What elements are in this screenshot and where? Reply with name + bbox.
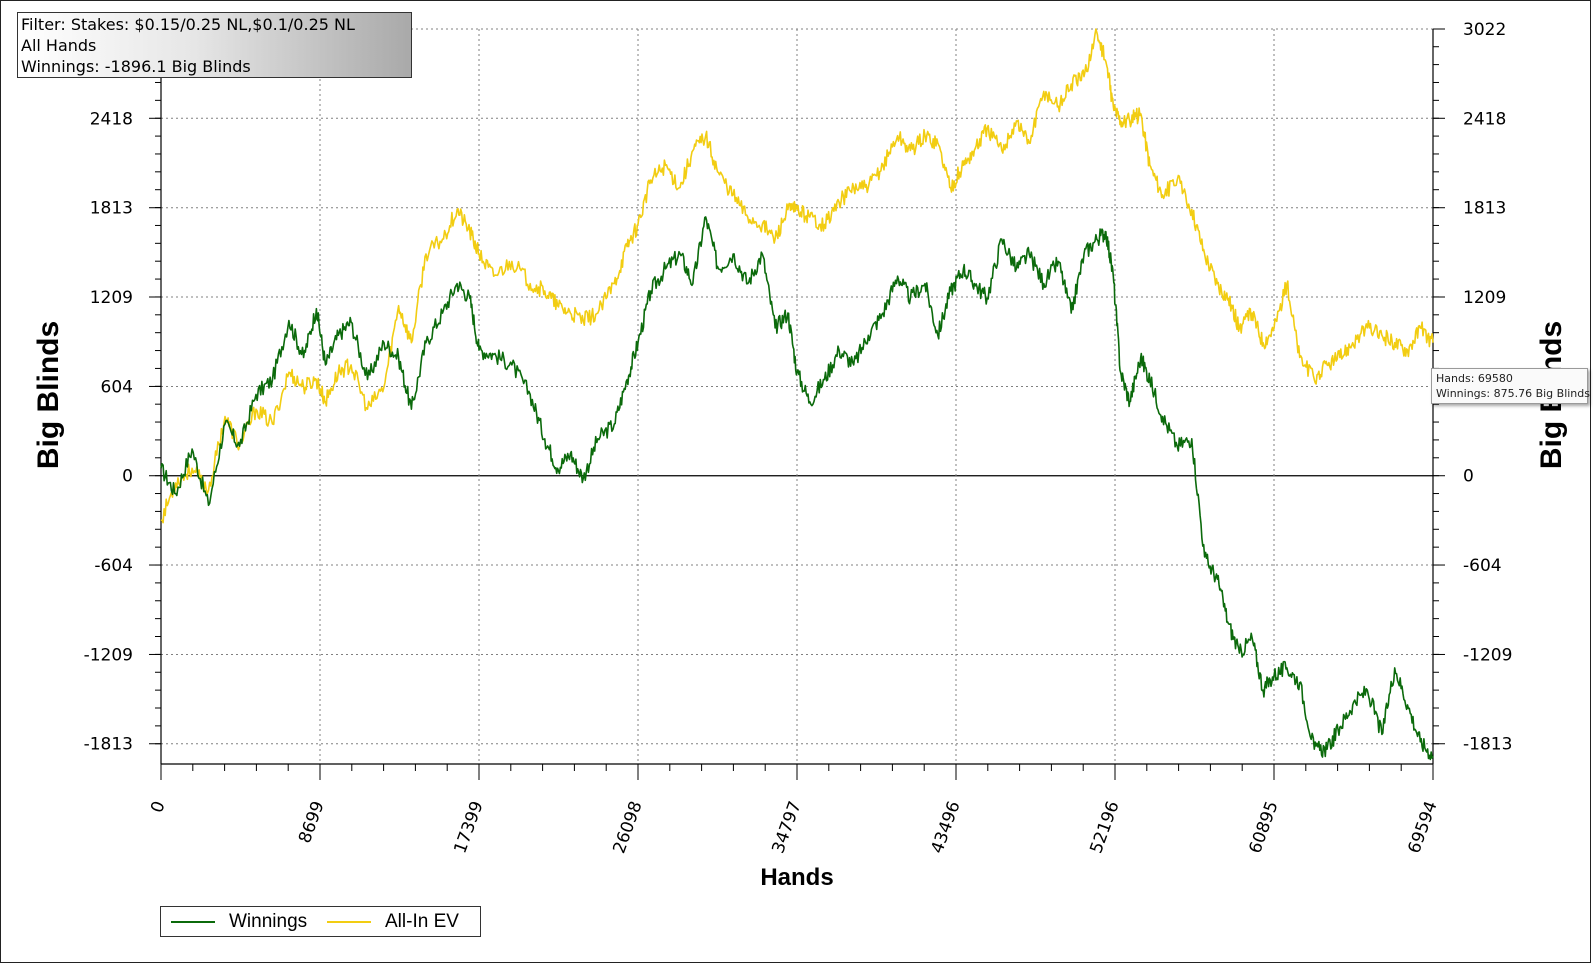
filter-hands-text: All Hands bbox=[21, 36, 97, 55]
y-tick-label-left: -1813 bbox=[84, 735, 133, 755]
x-tick-label: 8699 bbox=[295, 799, 329, 846]
y-tick-label-left: 2418 bbox=[90, 109, 133, 129]
x-tick-label: 34797 bbox=[768, 799, 805, 857]
legend-swatch-winnings bbox=[171, 920, 215, 923]
tick-labels: -1813 -1209 -604 0 604 1209 1813 2418 -1813 -1209… bbox=[84, 20, 1513, 856]
filter-stakes-text: Filter: Stakes: $0.15/0.25 NL,$0.1/0.25 … bbox=[21, 15, 355, 34]
series-line-winnings bbox=[160, 216, 1434, 761]
grid-lines bbox=[161, 28, 1433, 764]
filter-info-box: Filter: Stakes: $0.15/0.25 NL,$0.1/0.25 … bbox=[17, 12, 412, 78]
y-tick-label-right: 1209 bbox=[1463, 288, 1506, 308]
filter-winnings-text: Winnings: -1896.1 Big Blinds bbox=[21, 57, 251, 76]
x-tick-label: 26098 bbox=[609, 799, 646, 857]
y-tick-label-left: 1209 bbox=[90, 288, 133, 308]
y-axis-title-left: Big Blinds bbox=[32, 321, 65, 469]
x-tick-label: 0 bbox=[147, 799, 169, 816]
tooltip-hands: Hands: 69580 bbox=[1436, 372, 1513, 385]
y-tick-label-left: -1209 bbox=[84, 645, 133, 665]
y-tick-label-left: 604 bbox=[101, 377, 133, 397]
x-tick-label: 52196 bbox=[1086, 799, 1123, 857]
legend-swatch-allin-ev bbox=[327, 920, 371, 923]
y-tick-label-right: 2418 bbox=[1463, 109, 1506, 129]
y-tick-label-right: 1813 bbox=[1463, 199, 1506, 219]
series-line-allin-ev bbox=[160, 28, 1434, 524]
x-tick-label: 17399 bbox=[450, 799, 487, 857]
legend-item-winnings[interactable]: Winnings bbox=[171, 907, 307, 936]
legend-label-winnings: Winnings bbox=[229, 910, 308, 932]
x-axis-title: Hands bbox=[760, 864, 833, 891]
y-tick-label-left: 1813 bbox=[90, 199, 133, 219]
y-tick-label-right: -1209 bbox=[1463, 645, 1512, 665]
tooltip-winnings: Winnings: 875.76 Big Blinds bbox=[1436, 387, 1590, 400]
y-tick-label-right: 0 bbox=[1463, 467, 1474, 487]
x-tick-label: 69594 bbox=[1404, 799, 1441, 857]
x-tick-label: 43496 bbox=[927, 799, 964, 857]
axes bbox=[149, 28, 1445, 780]
legend-item-allin-ev[interactable]: All-In EV bbox=[327, 907, 459, 936]
y-tick-label-right: -604 bbox=[1463, 556, 1502, 576]
legend-label-allin-ev: All-In EV bbox=[385, 910, 459, 932]
data-point-tooltip: Hands: 69580 Winnings: 875.76 Big Blinds bbox=[1431, 368, 1590, 404]
y-tick-label-right: 3022 bbox=[1463, 20, 1506, 40]
y-tick-label-left: -604 bbox=[94, 556, 133, 576]
chart-legend: Winnings All-In EV bbox=[160, 906, 481, 937]
y-tick-label-left: 0 bbox=[122, 467, 133, 487]
y-tick-label-right: -1813 bbox=[1463, 735, 1512, 755]
x-tick-label: 60895 bbox=[1245, 799, 1282, 857]
series-lines bbox=[160, 28, 1434, 761]
